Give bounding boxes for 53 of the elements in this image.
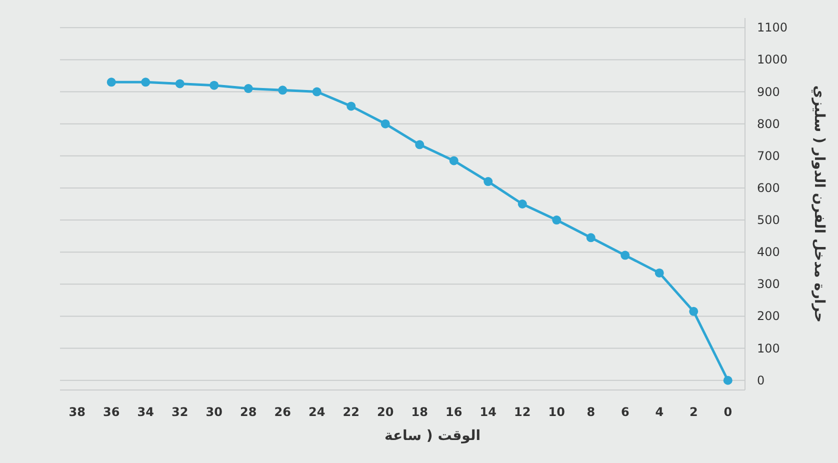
point	[175, 79, 184, 88]
x-tick-label: 32	[172, 405, 188, 419]
point	[552, 216, 562, 225]
x-tick-label: 34	[137, 405, 154, 419]
x-tick-label: 10	[548, 405, 565, 419]
point	[415, 140, 424, 150]
x-tick-label: 24	[308, 405, 326, 419]
point	[723, 376, 732, 385]
x-tick-label: 14	[480, 405, 496, 419]
y-tick-label: 1100	[757, 20, 788, 35]
x-tick-label: 36	[103, 405, 120, 419]
point	[312, 87, 322, 96]
x-tick-label: 6	[620, 405, 630, 419]
y-tick-label: 800	[757, 116, 780, 131]
point	[586, 233, 596, 242]
x-tick-label: 28	[240, 405, 257, 419]
y-tick-label: 500	[757, 213, 780, 228]
point	[141, 78, 150, 87]
point	[278, 86, 288, 95]
point	[449, 156, 458, 166]
point	[518, 200, 527, 208]
x-tick-label: 8	[586, 405, 596, 419]
point	[380, 119, 390, 128]
x-tick-label: 38	[68, 405, 86, 419]
x-tick-label: 0	[724, 405, 732, 419]
y-tick-label: 600	[757, 180, 780, 195]
y-tick-label: 700	[757, 148, 780, 163]
point	[244, 84, 253, 94]
point	[106, 78, 116, 87]
y-axis-title: حرارة مدخل الفرن الدوار ( سليزي	[811, 85, 827, 323]
x-tick-label: 20	[377, 405, 394, 419]
x-tick-label: 4	[655, 405, 664, 419]
x-tick-label: 22	[342, 405, 360, 419]
point	[346, 102, 356, 111]
point	[484, 177, 493, 186]
y-tick-label: 900	[757, 84, 780, 99]
y-tick-label: 100	[757, 341, 780, 356]
y-tick-label: 400	[757, 245, 780, 260]
x-tick-label: 2	[689, 405, 698, 419]
point	[620, 250, 630, 260]
y-tick-label: 300	[757, 277, 780, 292]
x-tick-label: 18	[411, 405, 428, 419]
point	[689, 306, 698, 316]
y-tick-label: 1000	[757, 52, 788, 67]
y-tick-label: 0	[757, 373, 765, 388]
point	[210, 80, 219, 90]
x-tick-label: 12	[514, 405, 531, 419]
x-tick-label: 26	[274, 405, 291, 419]
x-axis-title: الوقت ( ساعة	[384, 428, 481, 444]
x-tick-label: 30	[206, 405, 222, 419]
y-tick-label: 200	[757, 309, 780, 324]
x-tick-label: 16	[446, 405, 462, 419]
point	[654, 268, 664, 278]
